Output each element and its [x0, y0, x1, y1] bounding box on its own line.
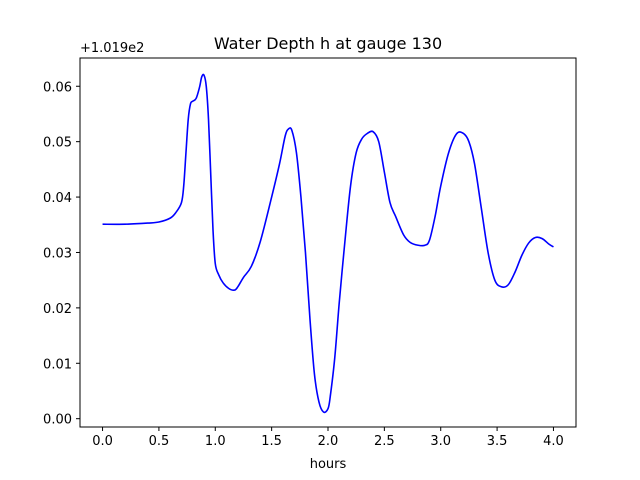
- x-tick-label: 0.5: [149, 434, 170, 449]
- y-offset-label: +1.019e2: [80, 41, 144, 56]
- y-tick-label: 0.03: [43, 246, 72, 261]
- y-tick-label: 0.00: [43, 413, 72, 428]
- x-tick-label: 3.5: [487, 434, 508, 449]
- plot-area: [102, 73, 554, 414]
- chart-title: Water Depth h at gauge 130: [214, 34, 442, 53]
- x-tick-label: 4.0: [543, 434, 564, 449]
- series-line-0: [102, 73, 554, 414]
- y-tick-label: 0.05: [43, 136, 72, 151]
- y-tick-label: 0.01: [43, 357, 72, 372]
- x-tick-label: 2.5: [374, 434, 395, 449]
- y-tick-label: 0.02: [43, 302, 72, 317]
- x-axis-label: hours: [310, 457, 347, 472]
- x-tick-label: 1.0: [205, 434, 226, 449]
- axes: 0.0 0.5 1.0 1.5 2.0 2.5 3.0 3.5 4.0 0.00 0.01 0.02 0…: [43, 57, 577, 449]
- x-tick-label: 2.0: [318, 434, 339, 449]
- y-tick-label: 0.06: [43, 80, 72, 95]
- y-tick-label: 0.04: [43, 191, 72, 206]
- x-tick-label: 3.0: [430, 434, 451, 449]
- x-tick-label: 1.5: [261, 434, 282, 449]
- x-tick-label: 0.0: [92, 434, 113, 449]
